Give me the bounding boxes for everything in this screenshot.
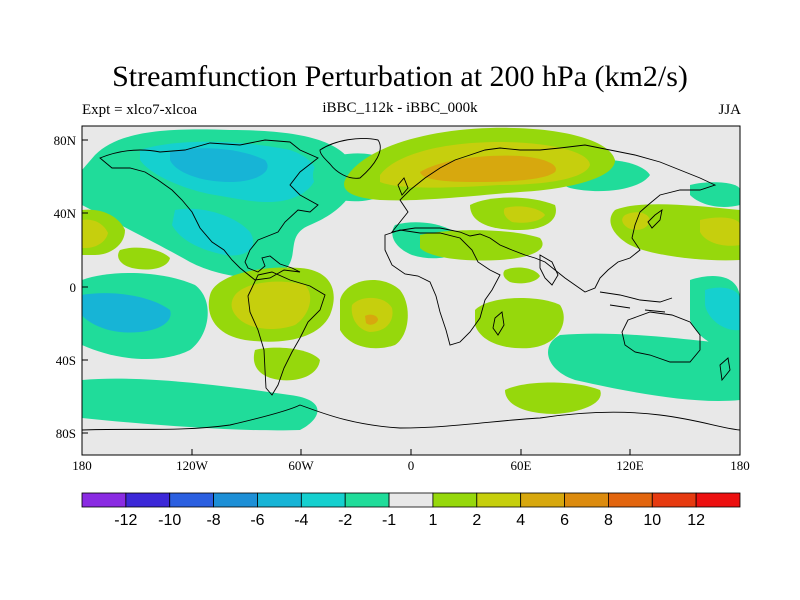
pos-region-south-america-mid bbox=[231, 281, 311, 330]
pos-region-central-asia-core bbox=[503, 206, 545, 223]
colorbar-label: -1 bbox=[382, 512, 396, 529]
colorbar-swatch bbox=[344, 492, 390, 508]
colorbar-swatch bbox=[213, 492, 258, 508]
field-contours bbox=[82, 127, 740, 431]
colorbar-swatch bbox=[432, 492, 478, 508]
pos-region-southern-ocean bbox=[505, 382, 601, 414]
neg-region-west-pacific-core bbox=[705, 287, 740, 331]
coast-eurasia bbox=[390, 144, 717, 293]
colorbar-swatch bbox=[81, 492, 127, 508]
neg-region-north-pacific bbox=[690, 182, 740, 207]
pos-region-east-pacific-lobe bbox=[118, 247, 170, 270]
x-tick-label: 120E bbox=[616, 458, 644, 473]
colorbar-label: 1 bbox=[428, 512, 437, 529]
colorbar-label: 2 bbox=[472, 512, 481, 529]
x-tick-label: 0 bbox=[408, 458, 415, 473]
colorbar-label: 10 bbox=[643, 512, 661, 529]
colorbar-swatch bbox=[695, 492, 741, 508]
colorbar-swatch bbox=[476, 492, 522, 508]
x-tick-label: 60W bbox=[288, 458, 314, 473]
coast-madagascar bbox=[492, 311, 505, 336]
y-tick-label: 40S bbox=[56, 353, 76, 368]
neg-region-indian-south bbox=[548, 333, 740, 401]
y-tick-labels: 80N 40N 0 40S 80S bbox=[54, 133, 77, 441]
colorbar-label: 8 bbox=[604, 512, 613, 529]
colorbar-swatch bbox=[564, 492, 609, 508]
coast-south-america bbox=[247, 271, 326, 396]
coast-japan bbox=[647, 208, 663, 229]
coast-india bbox=[539, 254, 559, 286]
pos-region-south-central bbox=[253, 347, 320, 381]
colorbar-swatch bbox=[388, 492, 434, 508]
pos-region-east-pacific-north-core bbox=[82, 219, 108, 248]
colorbar-swatch bbox=[300, 492, 346, 508]
colorbar-swatch bbox=[520, 492, 565, 508]
colorbar-label: 4 bbox=[516, 512, 525, 529]
pos-region-south-atlantic-core bbox=[365, 314, 378, 325]
colorbar-label: -2 bbox=[338, 512, 352, 529]
coast-greenland bbox=[319, 138, 381, 179]
x-tick-label: 60E bbox=[511, 458, 532, 473]
pos-region-west-pacific-core bbox=[700, 217, 740, 246]
coastlines bbox=[82, 138, 740, 431]
coast-north-america bbox=[99, 139, 319, 281]
coast-indonesia bbox=[599, 291, 673, 313]
y-tick-label: 0 bbox=[70, 280, 77, 295]
colorbar-swatch bbox=[257, 492, 302, 508]
neg-region-east-pacific-core bbox=[82, 293, 171, 333]
season-label: JJA bbox=[718, 102, 741, 118]
colorbar-label: -12 bbox=[114, 512, 137, 529]
x-tick-labels: 180 120W 60W 0 60E 120E 180 bbox=[72, 458, 750, 473]
colorbar-swatch bbox=[651, 492, 697, 508]
coast-uk bbox=[397, 177, 409, 196]
y-tick-label: 80S bbox=[56, 426, 76, 441]
x-tick-label: 180 bbox=[730, 458, 750, 473]
colorbar-labels: -12 -10 -8 -6 -4 -2 -1 1 2 4 6 8 10 12 bbox=[114, 512, 705, 529]
colorbar-swatch bbox=[169, 492, 214, 508]
colorbar-label: -8 bbox=[206, 512, 220, 529]
case-label: iBBC_112k - iBBC_000k bbox=[322, 100, 478, 116]
neg-region-south-band bbox=[82, 378, 318, 431]
coast-antarctica bbox=[82, 404, 740, 431]
pos-region-indian bbox=[475, 298, 564, 349]
colorbar bbox=[81, 492, 741, 508]
plot-title: Streamfunction Perturbation at 200 hPa (… bbox=[112, 60, 688, 93]
colorbar-label: 12 bbox=[687, 512, 705, 529]
y-tick-label: 80N bbox=[54, 133, 77, 148]
colorbar-swatch bbox=[608, 492, 653, 508]
x-tick-label: 120W bbox=[176, 458, 209, 473]
neg-region-canada-strong bbox=[170, 148, 268, 182]
coast-australia bbox=[621, 311, 701, 363]
y-tick-label: 40N bbox=[54, 206, 77, 221]
axis-ticks bbox=[81, 139, 741, 455]
x-tick-label: 180 bbox=[72, 458, 92, 473]
pos-region-mideast bbox=[420, 230, 543, 261]
coast-new-zealand bbox=[719, 357, 731, 382]
pos-region-eurasia-core bbox=[420, 155, 556, 182]
pos-region-arabian bbox=[503, 267, 540, 284]
experiment-label: Expt = xlco7-xlcoa bbox=[82, 102, 198, 118]
colorbar-label: -10 bbox=[158, 512, 181, 529]
colorbar-label: -6 bbox=[250, 512, 264, 529]
coast-africa bbox=[384, 229, 501, 346]
colorbar-label: -4 bbox=[294, 512, 308, 529]
colorbar-label: 6 bbox=[560, 512, 569, 529]
colorbar-swatch bbox=[125, 492, 171, 508]
neg-region-pacific-gyre bbox=[172, 208, 254, 256]
